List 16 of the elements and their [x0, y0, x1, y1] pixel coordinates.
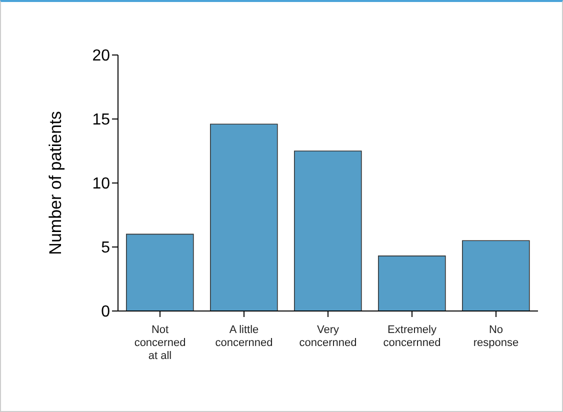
x-tick-label: No response: [473, 324, 519, 349]
bar: [462, 240, 530, 311]
y-tick-label: 20: [92, 48, 110, 65]
x-tick-label: A little concernned: [215, 324, 273, 349]
y-tick-label: 15: [92, 112, 110, 129]
x-tick-label: Very concernned: [299, 324, 357, 349]
y-axis-title: Number of patients: [46, 111, 66, 255]
y-tick-label: 5: [101, 240, 110, 257]
bar: [294, 150, 362, 311]
bar: [210, 124, 278, 311]
y-tick-label: 0: [101, 304, 110, 321]
x-tick-label: Not concerned at all: [134, 324, 186, 362]
bar: [126, 234, 194, 311]
x-tick-label: Extremely concernned: [383, 324, 441, 349]
bar: [378, 256, 446, 311]
y-tick-label: 10: [92, 176, 110, 193]
